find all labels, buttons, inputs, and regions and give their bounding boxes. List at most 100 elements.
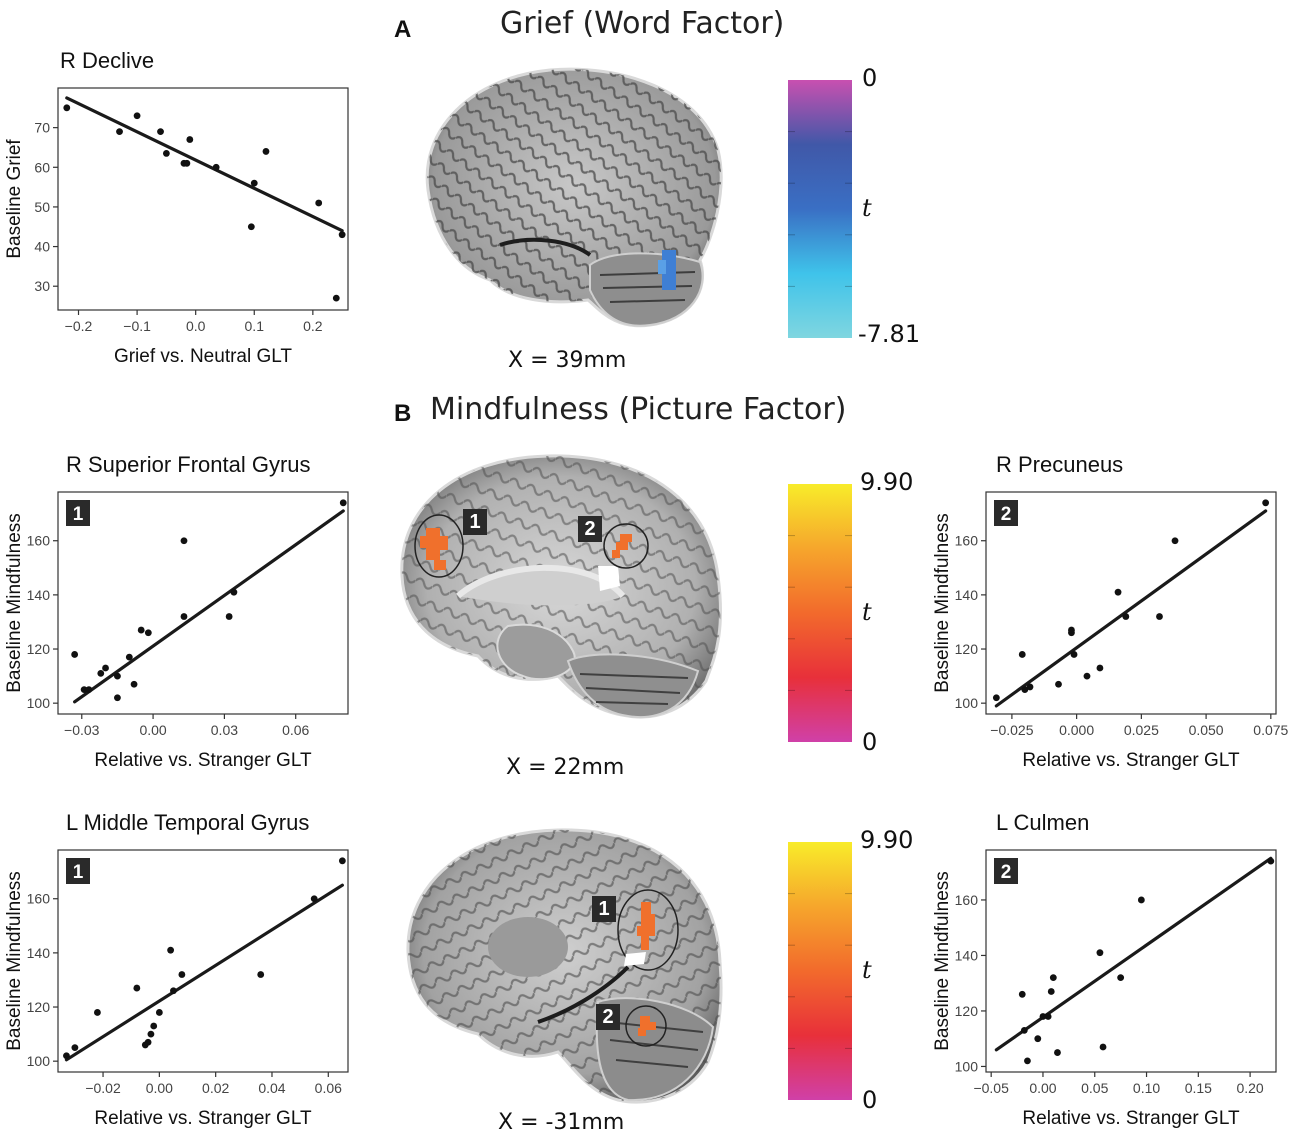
roi-badge-label: 1 [73,862,84,883]
data-point [116,128,123,136]
roi-circle-1-bottom [617,889,679,971]
x-tick-label: 0.06 [282,722,309,738]
regression-line [64,883,344,1062]
colorbar-b-top-min-label: 0 [862,728,878,756]
data-point [1047,988,1055,995]
data-point [80,686,88,694]
data-point [94,1009,101,1016]
x-tick-label: −0.02 [85,1080,121,1096]
data-point [178,971,186,978]
x-axis-label: Relative vs. Stranger GLT [1022,750,1240,771]
y-tick-label: 120 [955,1003,979,1019]
roi-badge [66,500,90,526]
y-axis-label: Baseline Mindfulness [4,871,25,1051]
brain-sagittal-a [425,67,723,328]
y-tick-label: 140 [955,947,979,963]
data-point [102,664,109,672]
plot5-chart: −0.05 0.00 0.05 0.10 0.15 0.20 100 120 140 160 Rel… [932,849,1277,1129]
data-point [180,613,188,620]
data-point [1068,626,1075,634]
coord-label-b-top: X = 22mm [506,755,625,780]
panel-b-letter: B [394,400,412,427]
y-tick-label: 140 [955,587,979,603]
x-tick-label: −0.2 [65,318,93,334]
y-tick-label: 100 [955,1058,979,1074]
x-tick-label: 0.05 [1081,1080,1108,1096]
data-point [147,1030,155,1038]
panel-b-title: Mindfulness (Picture Factor) [430,392,847,427]
data-point [338,857,346,865]
roi-badge-label: 1 [73,504,84,525]
panel-a-title: Grief (Word Factor) [500,6,785,41]
data-point [170,987,177,995]
colorbar-a-top-label: 0 [862,64,878,92]
plot-frame [57,491,349,715]
data-point [155,1009,163,1016]
data-point [230,588,238,596]
data-point [133,112,141,120]
roi-badge-2-bottom: 2 [596,1004,620,1030]
x-tick-label: 0.03 [211,722,238,738]
x-tick-label: 0.075 [1253,722,1288,738]
y-tick-label: 100 [955,695,979,711]
plot4-chart: −0.02 0.00 0.02 0.04 0.06 100 120 140 160 Relativ… [4,849,349,1129]
data-point [1070,651,1078,658]
colorbar-a-bottom-label: -7.81 [858,320,921,348]
y-tick-label: 120 [955,641,979,657]
roi-badge [994,858,1018,884]
y-axis-label: Baseline Mindfulness [932,513,953,693]
plot2-chart: −0.03 0.00 0.03 0.06 100 120 140 160 Relative vs… [4,491,349,771]
data-point [63,1052,70,1060]
data-point [1262,499,1270,507]
data-point [133,984,141,992]
roi-circle-1-top [414,514,464,578]
data-point [1137,896,1145,904]
data-point [144,1038,152,1046]
plot-frame [57,87,349,311]
roi-badge-label: 2 [1001,862,1012,883]
x-tick-label: 0.20 [1236,1080,1263,1096]
y-tick-label: 40 [34,239,50,255]
colorbar-b-top [788,484,852,742]
data-point [262,148,270,155]
data-point [1122,613,1130,620]
data-point [97,669,105,677]
data-point [1024,1057,1031,1065]
data-point [125,653,133,661]
data-point [71,1044,79,1052]
plot3-chart: −0.025 0.000 0.025 0.050 0.075 100 120 140 160 Re… [932,491,1289,771]
brain-sagittal-b-top [400,454,722,719]
coord-label-b-bottom: X = -31mm [498,1110,625,1135]
data-point [1156,613,1163,620]
roi-badge-label: 2 [1001,504,1012,525]
data-point [1171,537,1179,545]
y-tick-label: 120 [27,641,51,657]
colorbar-b-bottom-t-label: t [862,956,872,984]
y-axis-label: Baseline Mindfulness [4,513,25,693]
x-axis-label: Relative vs. Stranger GLT [94,750,312,771]
x-tick-label: 0.000 [1059,722,1094,738]
data-point [315,199,323,207]
colorbar-b-top-t-label: t [862,598,872,626]
data-point [183,159,191,167]
colorbar-b-top-max-label: 9.90 [860,468,914,496]
plot3-title: R Precuneus [996,452,1124,477]
y-tick-label: 120 [27,999,51,1015]
roi-badge-1-bottom: 1 [592,896,616,922]
data-point [167,946,175,954]
data-point [1117,974,1125,982]
x-tick-label: 0.00 [139,722,166,738]
roi-badge-1-top: 1 [463,509,487,535]
data-point [130,680,138,688]
data-point [212,163,220,171]
plot1-title: R Declive [60,48,155,73]
colorbar-a-t-label: t [862,194,872,222]
x-axis-label: Relative vs. Stranger GLT [1022,1108,1240,1129]
data-point [332,294,340,302]
x-tick-label: −0.1 [123,318,151,334]
data-point [338,231,346,239]
x-axis-label: Grief vs. Neutral GLT [114,346,292,367]
data-point [85,686,93,694]
roi-badge [994,500,1018,526]
data-point [1026,683,1034,691]
